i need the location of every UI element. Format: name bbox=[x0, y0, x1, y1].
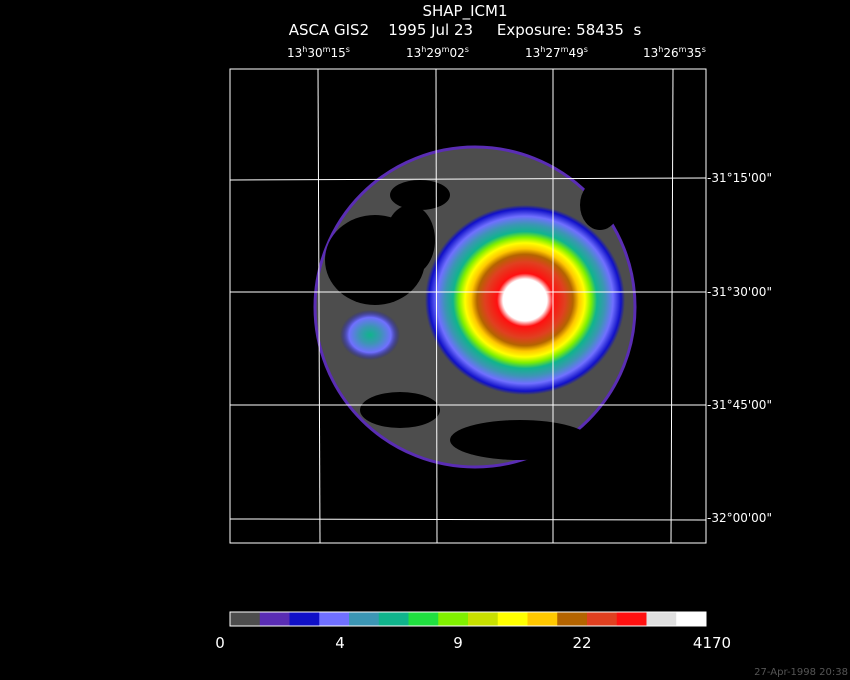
ra-label-1: 13h30m15s bbox=[287, 45, 350, 60]
colorbar-segment bbox=[349, 612, 380, 626]
colorbar-segment bbox=[497, 612, 528, 626]
colorbar-segment bbox=[468, 612, 499, 626]
ra-label-2: 13h29m02s bbox=[406, 45, 469, 60]
colorbar-segment bbox=[616, 612, 647, 626]
colorbar bbox=[230, 612, 707, 626]
colorbar-tick: 4170 bbox=[692, 634, 732, 652]
dec-label-3: -31°45'00" bbox=[707, 398, 772, 412]
colorbar-segment bbox=[646, 612, 677, 626]
coordinate-grid bbox=[229, 68, 707, 544]
colorbar-tick: 0 bbox=[215, 634, 225, 652]
colorbar-tick: 9 bbox=[453, 634, 463, 652]
colorbar-tick: 22 bbox=[572, 634, 592, 652]
colorbar-segment bbox=[289, 612, 320, 626]
dec-label-1: -31°15'00" bbox=[707, 171, 772, 185]
ra-label-3: 13h27m49s bbox=[525, 45, 588, 60]
colorbar-segment bbox=[557, 612, 588, 626]
low-count-regions bbox=[325, 180, 620, 460]
colorbar-segment bbox=[319, 612, 350, 626]
image-title: SHAP_ICM1 bbox=[422, 2, 508, 20]
colorbar-segment bbox=[438, 612, 469, 626]
colorbar-frame bbox=[229, 611, 707, 627]
dec-label-2: -31°30'00" bbox=[707, 285, 772, 299]
observation-info: ASCA GIS2 1995 Jul 23 Exposure: 58435 s bbox=[288, 21, 642, 39]
colorbar-segment bbox=[587, 612, 618, 626]
dec-label-4: -32°00'00" bbox=[707, 511, 772, 525]
ra-label-4: 13h26m35s bbox=[643, 45, 706, 60]
colorbar-segment bbox=[259, 612, 290, 626]
colorbar-tick: 4 bbox=[335, 634, 345, 652]
secondary-source bbox=[340, 310, 400, 360]
colorbar-segment bbox=[378, 612, 409, 626]
plot-frame bbox=[229, 68, 707, 544]
colorbar-segment bbox=[408, 612, 439, 626]
bright-source bbox=[425, 205, 625, 395]
timestamp: 27-Apr-1998 20:38 bbox=[754, 667, 848, 678]
colorbar-segment bbox=[230, 612, 261, 626]
colorbar-segment bbox=[676, 612, 707, 626]
colorbar-segment bbox=[527, 612, 558, 626]
